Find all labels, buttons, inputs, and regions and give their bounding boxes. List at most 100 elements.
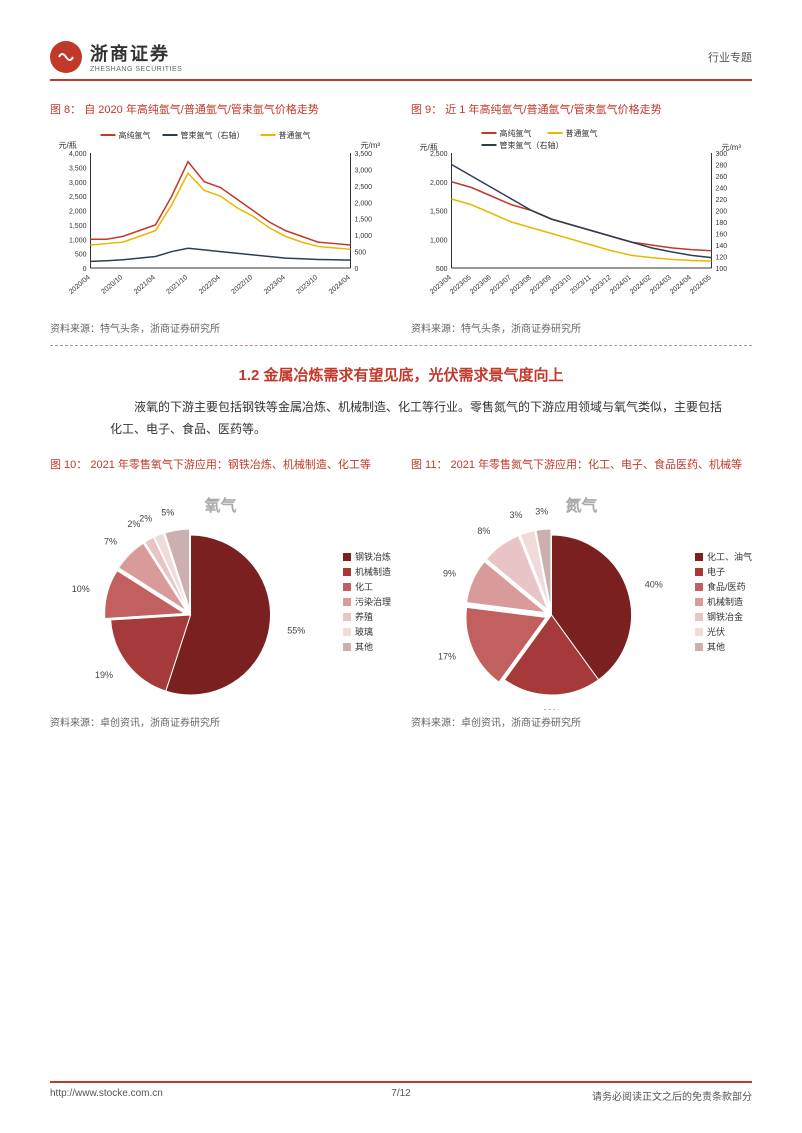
section-title: 1.2 金属冶炼需求有望见底，光伏需求景气度向上 [50,364,752,385]
svg-text:40%: 40% [645,580,663,590]
svg-text:19%: 19% [95,670,113,680]
legend-item: 光伏 [695,625,752,638]
chart-8-title: 图 8： 自 2020 年高纯氩气/普通氩气/管束氩气价格走势 [50,101,391,117]
svg-text:2023/08: 2023/08 [509,274,533,296]
svg-text:元/m³: 元/m³ [361,141,381,150]
legend-label: 机械制造 [707,595,743,608]
footer-page: 7/12 [391,1088,410,1099]
chart-10-legend: 钢铁冶炼机械制造化工污染治理养殖玻璃其他 [343,550,391,655]
svg-text:2020/04: 2020/04 [68,274,92,296]
svg-text:3,500: 3,500 [69,165,87,172]
company-name-cn: 浙商证券 [90,40,182,66]
legend-label: 化工 [355,580,373,593]
svg-text:1,000: 1,000 [355,233,373,240]
divider [50,345,752,346]
chart-9: 高纯氩气普通氩气管束氩气（右轴）元/瓶元/m³5001,0001,5002,00… [411,123,752,313]
legend-label: 养殖 [355,610,373,623]
svg-text:17%: 17% [438,651,456,661]
svg-text:2021/04: 2021/04 [133,274,157,296]
svg-text:普通氩气: 普通氩气 [566,128,598,138]
svg-text:2,500: 2,500 [69,194,87,201]
svg-text:2023/04: 2023/04 [429,274,453,296]
legend-swatch [695,643,703,651]
legend-swatch [343,613,351,621]
svg-text:500: 500 [436,266,448,273]
svg-text:2021/10: 2021/10 [165,274,189,296]
chart-10-title: 图 10： 2021 年零售氧气下游应用：钢铁冶炼、机械制造、化工等 [50,456,391,484]
legend-item: 机械制造 [343,565,391,578]
legend-item: 化工、油气 [695,550,752,563]
legend-swatch [695,583,703,591]
svg-text:3,000: 3,000 [355,167,373,174]
legend-item: 其他 [343,640,391,653]
svg-text:3%: 3% [535,507,548,517]
legend-label: 钢铁冶金 [707,610,743,623]
svg-text:2023/06: 2023/06 [469,274,493,296]
svg-text:8%: 8% [477,526,490,536]
legend-label: 化工、油气 [707,550,752,563]
svg-text:2023/04: 2023/04 [263,274,287,296]
svg-text:200: 200 [716,209,728,216]
legend-swatch [343,643,351,651]
chart-8-container: 图 8： 自 2020 年高纯氩气/普通氩气/管束氩气价格走势 高纯氩气管束氩气… [50,101,391,335]
legend-label: 电子 [707,565,725,578]
chart-11-source: 资料来源：卓创资讯，浙商证券研究所 [411,714,752,729]
svg-text:2024/04: 2024/04 [669,274,693,296]
logo-icon [50,41,82,73]
legend-label: 光伏 [707,625,725,638]
svg-text:55%: 55% [287,626,305,636]
legend-label: 污染治理 [355,595,391,608]
legend-item: 化工 [343,580,391,593]
svg-text:5%: 5% [161,507,174,517]
chart-10-source: 资料来源：卓创资讯，浙商证券研究所 [50,714,391,729]
svg-text:管束氩气（右轴）: 管束氩气（右轴） [500,140,564,150]
svg-text:220: 220 [716,197,728,204]
svg-text:普通氩气: 普通氩气 [279,130,311,140]
chart-10-subtitle: 氧气 [204,492,236,516]
company-logo: 浙商证券 ZHESHANG SECURITIES [50,40,182,73]
svg-text:管束氩气（右轴）: 管束氩气（右轴） [181,130,245,140]
chart-8-source: 资料来源：特气头条，浙商证券研究所 [50,320,391,335]
chart-8: 高纯氩气管束氩气（右轴）普通氩气元/瓶元/m³05001,0001,5002,0… [50,123,391,313]
legend-swatch [695,598,703,606]
svg-text:180: 180 [716,220,728,227]
footer-url: http://www.stocke.com.cn [50,1088,163,1103]
legend-item: 养殖 [343,610,391,623]
legend-swatch [343,598,351,606]
chart-11-title: 图 11： 2021 年零售氮气下游应用：化工、电子、食品医药、机械等 [411,456,752,484]
chart-11-container: 图 11： 2021 年零售氮气下游应用：化工、电子、食品医药、机械等 氮气 4… [411,456,752,729]
svg-text:高纯氩气: 高纯氩气 [500,128,532,138]
legend-item: 钢铁冶金 [695,610,752,623]
svg-text:0: 0 [355,266,359,273]
svg-text:2024/04: 2024/04 [328,274,352,296]
legend-item: 机械制造 [695,595,752,608]
legend-item: 钢铁冶炼 [343,550,391,563]
svg-text:2,000: 2,000 [69,209,87,216]
svg-text:2023/07: 2023/07 [489,274,513,296]
svg-text:7%: 7% [104,537,117,547]
legend-item: 食品/医药 [695,580,752,593]
svg-text:2,000: 2,000 [355,200,373,207]
svg-text:4,000: 4,000 [69,151,87,158]
svg-text:120: 120 [716,255,728,262]
svg-text:280: 280 [716,163,728,170]
page-header: 浙商证券 ZHESHANG SECURITIES 行业专题 [50,40,752,81]
svg-text:2,500: 2,500 [355,184,373,191]
svg-text:2023/09: 2023/09 [529,274,553,296]
legend-label: 钢铁冶炼 [355,550,391,563]
legend-swatch [695,613,703,621]
svg-text:300: 300 [716,151,728,158]
svg-text:2024/03: 2024/03 [649,274,673,296]
chart-9-title: 图 9： 近 1 年高纯氩气/普通氩气/管束氩气价格走势 [411,101,752,117]
legend-item: 污染治理 [343,595,391,608]
page-footer: http://www.stocke.com.cn 7/12 请务必阅读正文之后的… [50,1081,752,1103]
svg-text:100: 100 [716,266,728,273]
svg-text:1,000: 1,000 [430,237,448,244]
svg-text:3%: 3% [509,510,522,520]
svg-text:240: 240 [716,186,728,193]
legend-item: 其他 [695,640,752,653]
legend-label: 其他 [355,640,373,653]
svg-text:2023/12: 2023/12 [589,274,613,296]
chart-9-source: 资料来源：特气头条，浙商证券研究所 [411,320,752,335]
svg-text:500: 500 [355,250,367,257]
